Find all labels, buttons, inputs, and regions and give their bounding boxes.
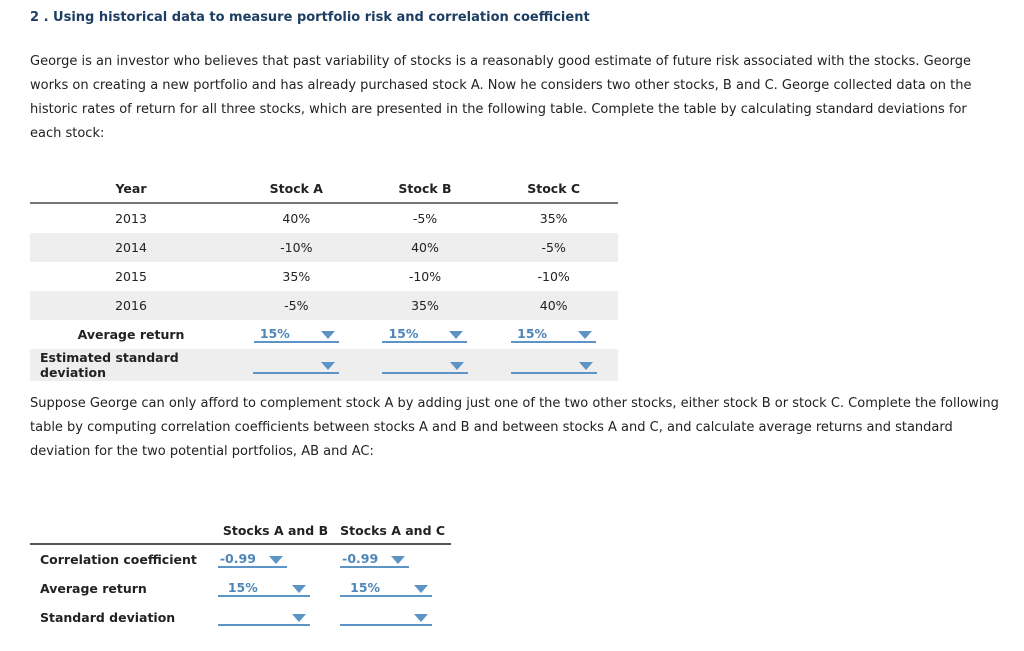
dropdown-value: 15%: [350, 580, 381, 595]
cell: 40%: [489, 291, 618, 320]
avg-return-c-dropdown[interactable]: 15%: [511, 326, 597, 343]
cell: -5%: [232, 291, 361, 320]
dropdown-value: 15%: [227, 580, 258, 595]
avg-return-ac-dropdown[interactable]: 15%: [340, 580, 433, 597]
std-dev-row: Standard deviation: [30, 603, 451, 632]
cell: -5%: [489, 233, 618, 262]
dropdown-value: -0.99: [342, 551, 379, 566]
dropdown-value: [228, 609, 232, 624]
dropdown-arrow-icon: [291, 614, 306, 622]
std-dev-ab-dropdown[interactable]: [217, 609, 310, 626]
dropdown-arrow-icon: [414, 585, 429, 593]
dropdown-value: [259, 357, 263, 372]
dropdown-value: -0.99: [219, 551, 256, 566]
cell: -10%: [537, 269, 570, 284]
dropdown-value: 15%: [517, 326, 548, 341]
avg-return-b-dropdown[interactable]: 15%: [382, 326, 468, 343]
col-header-stock-a: Stock A: [232, 174, 361, 204]
question-title: 2 . Using historical data to measure por…: [30, 10, 590, 25]
avg-return-row: Average return 15% 15%: [30, 574, 451, 603]
dropdown-value: [350, 609, 354, 624]
stock-returns-table: Year Stock A Stock B Stock C 2013 40% -5…: [30, 174, 618, 381]
intro-paragraph: George is an investor who believes that …: [30, 54, 972, 141]
row-label: Correlation coefficient: [40, 552, 197, 567]
corr-ac-dropdown[interactable]: -0.99: [340, 551, 410, 568]
table-row: 2015 35% -10% -10%: [30, 262, 618, 291]
avg-return-ab-dropdown[interactable]: 15%: [217, 580, 310, 597]
dropdown-arrow-icon: [291, 585, 306, 593]
cell: 2014: [30, 233, 232, 262]
dropdown-arrow-icon: [578, 361, 593, 370]
cell: 35%: [282, 269, 311, 284]
average-return-row: Average return 15% 15% 15%: [30, 320, 618, 349]
cell: 35%: [360, 291, 490, 320]
std-dev-ac-dropdown[interactable]: [340, 609, 433, 626]
cell: -10%: [408, 269, 442, 284]
col-header-ac: Stocks A and C: [334, 518, 452, 545]
row-label: Average return: [77, 327, 185, 342]
table-row: 2013 40% -5% 35%: [30, 203, 618, 233]
col-header-blank: [30, 518, 217, 545]
std-dev-b-dropdown[interactable]: [381, 357, 468, 374]
std-dev-c-dropdown[interactable]: [510, 357, 597, 374]
correlation-row: Correlation coefficient -0.99 -0.99: [30, 544, 451, 574]
dropdown-value: 15%: [259, 326, 290, 341]
corr-ab-dropdown[interactable]: -0.99: [217, 551, 287, 568]
table-row: 2016 -5% 35% 40%: [30, 291, 618, 320]
cell: 40%: [360, 233, 490, 262]
dropdown-arrow-icon: [268, 556, 283, 564]
dropdown-arrow-icon: [449, 331, 464, 339]
dropdown-arrow-icon: [321, 361, 336, 370]
dropdown-arrow-icon: [391, 556, 406, 564]
cell: 2016: [30, 291, 232, 320]
dropdown-arrow-icon: [578, 331, 593, 339]
avg-return-a-dropdown[interactable]: 15%: [253, 326, 339, 343]
cell: -5%: [412, 211, 438, 226]
cell: 2015: [115, 269, 147, 284]
row-label: Estimated standard deviation: [30, 349, 232, 381]
std-dev-row: Estimated standard deviation: [30, 349, 618, 381]
header-row: Year Stock A Stock B Stock C: [30, 174, 618, 204]
dropdown-value: [517, 357, 521, 372]
row-label: Standard deviation: [40, 610, 176, 625]
cell: 2013: [115, 211, 147, 226]
table-row: 2014 -10% 40% -5%: [30, 233, 618, 262]
second-paragraph: Suppose George can only afford to comple…: [30, 396, 999, 459]
cell: -10%: [232, 233, 361, 262]
dropdown-arrow-icon: [414, 614, 429, 622]
header-row: Stocks A and B Stocks A and C: [30, 518, 452, 545]
col-header-stock-c: Stock C: [489, 174, 618, 204]
cell: 35%: [539, 211, 568, 226]
cell: 40%: [282, 211, 311, 226]
dropdown-value: [388, 357, 392, 372]
dropdown-arrow-icon: [449, 361, 464, 370]
col-header-ab: Stocks A and B: [216, 518, 335, 545]
col-header-year: Year: [30, 174, 232, 204]
row-label: Average return: [40, 581, 147, 596]
std-dev-a-dropdown[interactable]: [253, 357, 340, 374]
dropdown-value: 15%: [388, 326, 419, 341]
col-header-stock-b: Stock B: [360, 174, 490, 204]
dropdown-arrow-icon: [320, 331, 335, 339]
portfolio-table: Stocks A and B Stocks A and C Correlatio…: [30, 518, 452, 632]
